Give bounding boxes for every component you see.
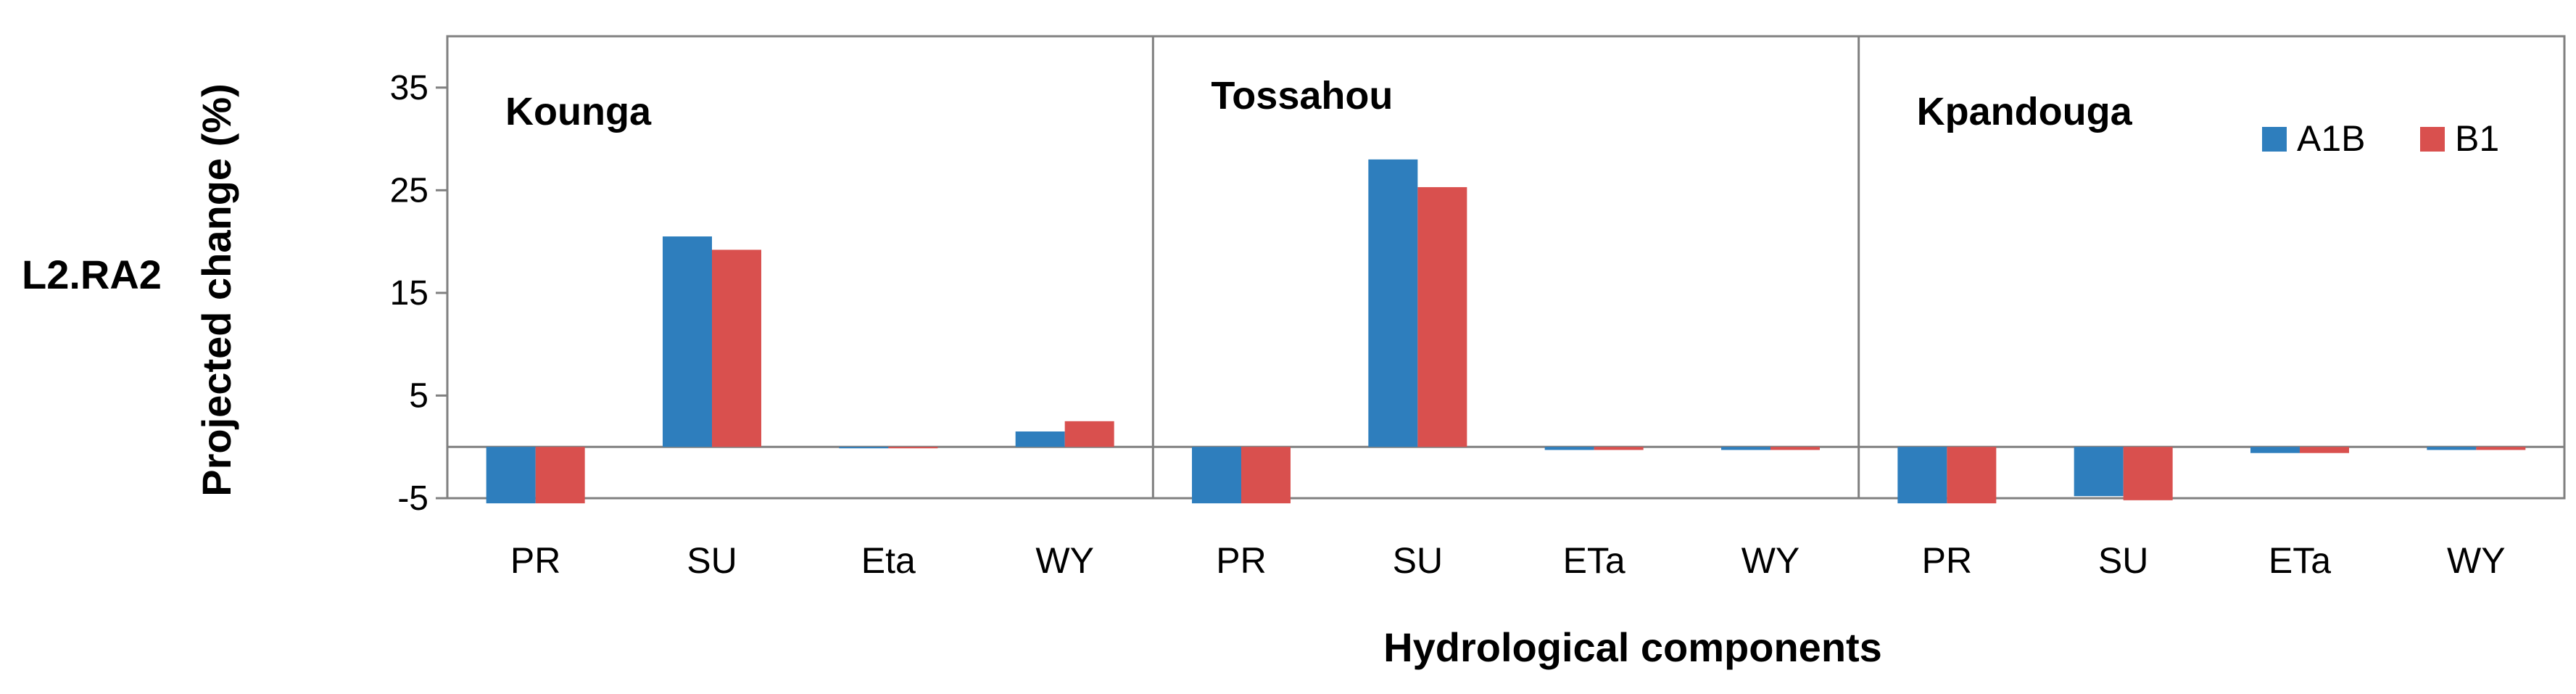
row-label: L2.RA2: [22, 252, 162, 297]
bar-a1b-kpandouga-wy: [2427, 447, 2477, 450]
bar-a1b-tossahou-eta: [1544, 447, 1594, 450]
bar-b1-tossahou-pr: [1241, 447, 1291, 504]
category-label: SU: [687, 540, 737, 581]
legend: A1B B1: [2262, 118, 2499, 159]
bar-a1b-kounga-wy: [1015, 431, 1065, 447]
legend-swatch-a1b: [2262, 127, 2287, 152]
bar-b1-kounga-eta: [888, 447, 938, 449]
y-tick-label: 5: [409, 376, 428, 415]
bar-b1-kpandouga-pr: [1947, 447, 1997, 504]
category-label: PR: [1922, 540, 1972, 581]
category-label: PR: [510, 540, 560, 581]
bar-b1-tossahou-su: [1417, 187, 1467, 447]
bar-a1b-tossahou-wy: [1721, 447, 1771, 450]
bar-a1b-tossahou-su: [1368, 159, 1418, 447]
plot-frame: [446, 35, 2566, 500]
bar-a1b-tossahou-pr: [1192, 447, 1241, 504]
bar-b1-kpandouga-su: [2123, 447, 2173, 500]
bar-b1-tossahou-wy: [1771, 447, 1820, 450]
category-label: WY: [1742, 540, 1800, 581]
y-tick-label: 15: [390, 274, 428, 313]
bar-a1b-kpandouga-su: [2074, 447, 2124, 497]
bar-a1b-kpandouga-eta: [2250, 447, 2300, 453]
plot-area: 35 25 15 5 -5 Kounga PR SU Eta WY Tossahou PR SU ETa W…: [390, 35, 2566, 581]
y-axis-label: Projected change (%): [194, 83, 239, 496]
y-tick-label: 25: [390, 171, 428, 210]
bar-a1b-kpandouga-pr: [1897, 447, 1947, 504]
category-label: WY: [2447, 540, 2506, 581]
bar-b1-kounga-pr: [535, 447, 585, 504]
category-label: ETa: [2269, 540, 2331, 581]
x-axis-label: Hydrological components: [1383, 624, 1882, 670]
y-tick-label: 35: [390, 69, 428, 107]
bar-b1-kounga-wy: [1064, 421, 1114, 447]
bar-a1b-kounga-eta: [839, 447, 889, 449]
bar-a1b-kounga-pr: [486, 447, 536, 504]
panel-title: Kounga: [505, 90, 652, 133]
bar-a1b-kounga-su: [663, 236, 712, 447]
legend-label-b1: B1: [2455, 118, 2499, 159]
panel-title: Kpandouga: [1917, 90, 2133, 133]
category-label: ETa: [1563, 540, 1625, 581]
category-label: WY: [1035, 540, 1094, 581]
category-label: PR: [1216, 540, 1266, 581]
legend-swatch-b1: [2420, 127, 2445, 152]
bar-b1-kounga-su: [712, 249, 761, 447]
panel-title: Tossahou: [1211, 74, 1393, 117]
category-label: SU: [2098, 540, 2148, 581]
bar-b1-tossahou-eta: [1594, 447, 1644, 450]
bar-b1-kpandouga-wy: [2476, 447, 2526, 450]
bar-b1-kpandouga-eta: [2300, 447, 2349, 453]
category-label: Eta: [861, 540, 916, 581]
y-tick-label: -5: [397, 479, 428, 518]
category-label: SU: [1393, 540, 1443, 581]
legend-label-a1b: A1B: [2297, 118, 2366, 159]
